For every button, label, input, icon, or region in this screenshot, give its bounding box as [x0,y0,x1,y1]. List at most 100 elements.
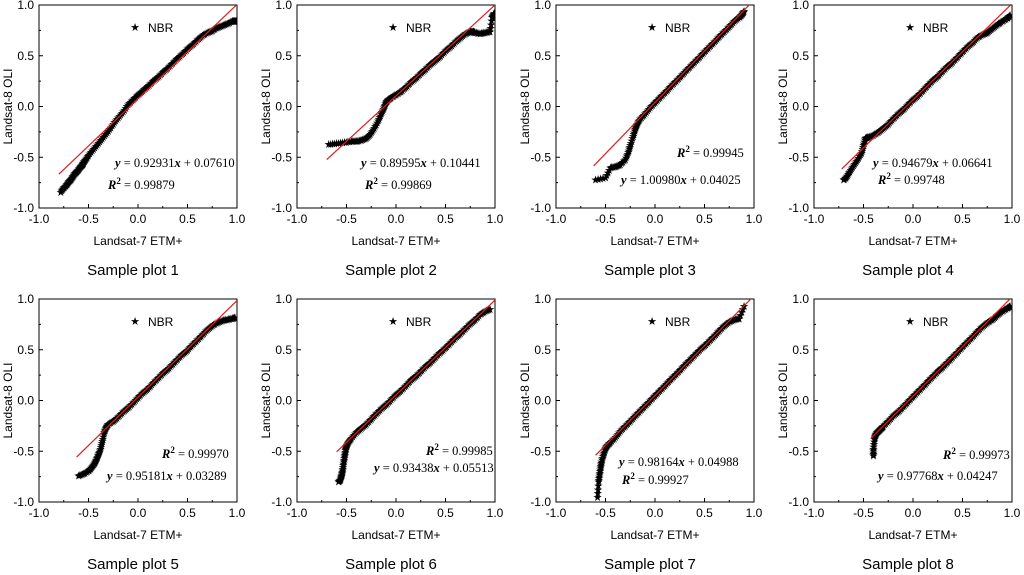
data-point: ★ [455,32,465,44]
data-point: ★ [607,436,617,448]
data-point: ★ [408,373,418,385]
data-point: ★ [987,23,997,35]
data-point: ★ [115,410,125,422]
data-point: ★ [974,32,984,44]
data-point: ★ [134,391,144,403]
data-point: ★ [412,72,422,84]
data-point: ★ [650,97,660,109]
data-point: ★ [967,38,977,50]
data-point: ★ [912,388,922,400]
data-point: ★ [640,401,650,413]
data-point: ★ [413,71,423,83]
y-tick-label: 1.0 [275,292,292,306]
data-point: ★ [402,81,412,93]
y-tick-label: -1.0 [13,495,34,509]
data-point: ★ [958,47,968,59]
data-point: ★ [356,423,366,435]
eq-x-var: x [680,173,687,187]
data-point: ★ [123,403,133,415]
y-tick-label: -0.5 [271,444,292,458]
data-point: ★ [597,456,607,468]
data-point: ★ [340,451,350,463]
data-point: ★ [79,157,89,169]
data-point: ★ [965,40,975,52]
data-point: ★ [643,398,653,410]
y-tick-label: 0.0 [17,100,34,114]
data-point: ★ [214,22,224,34]
data-point: ★ [709,37,719,49]
data-point: ★ [229,16,239,28]
data-point: ★ [475,309,485,321]
data-point: ★ [157,369,167,381]
data-point: ★ [935,69,945,81]
data-point: ★ [62,179,72,191]
data-point: ★ [622,420,632,432]
data-point: ★ [363,418,373,430]
data-point: ★ [368,413,378,425]
data-point: ★ [155,70,165,82]
data-point: ★ [924,375,934,387]
data-point: ★ [82,152,92,164]
x-axis-title: Landsat-7 ETM+ [868,528,957,542]
r2-superscript: 2 [630,471,635,481]
data-point: ★ [174,353,184,365]
data-point: ★ [870,430,880,442]
data-point: ★ [700,341,710,353]
data-point: ★ [876,423,886,435]
data-point: ★ [337,469,347,481]
data-point: ★ [96,440,106,452]
data-point: ★ [991,20,1001,32]
data-point: ★ [981,28,991,40]
data-point: ★ [143,81,153,93]
data-point: ★ [394,387,404,399]
data-point: ★ [596,174,606,186]
data-point: ★ [68,171,78,183]
data-point: ★ [170,55,180,67]
data-point: ★ [603,440,613,452]
data-point: ★ [909,93,919,105]
data-point: ★ [165,60,175,72]
data-point: ★ [124,401,134,413]
data-point: ★ [476,28,486,40]
data-point: ★ [604,165,614,177]
data-point: ★ [867,130,877,142]
data-point: ★ [940,359,950,371]
data-point: ★ [444,43,454,55]
data-point: ★ [945,354,955,366]
data-point: ★ [966,39,976,51]
data-point: ★ [152,73,162,85]
data-point: ★ [144,382,154,394]
data-point: ★ [402,379,412,391]
data-point: ★ [139,386,149,398]
data-point: ★ [226,17,236,29]
data-point: ★ [951,53,961,65]
data-point: ★ [196,331,206,343]
data-point: ★ [138,85,148,97]
legend-star-icon: ★ [388,22,398,34]
data-point: ★ [612,431,622,443]
y-tick-label: -0.5 [13,150,34,164]
data-point: ★ [112,413,122,425]
data-point: ★ [632,120,642,132]
data-point: ★ [977,29,987,41]
data-point: ★ [601,173,611,185]
data-point: ★ [641,107,651,119]
data-point: ★ [381,400,391,412]
data-point: ★ [168,58,178,70]
data-point: ★ [928,371,938,383]
data-point: ★ [337,471,347,483]
eq-y-var: y [113,156,121,170]
data-point: ★ [179,47,189,59]
data-point: ★ [334,138,344,150]
data-point: ★ [192,335,202,347]
data-point: ★ [628,413,638,425]
data-point: ★ [641,399,651,411]
data-point: ★ [71,167,81,179]
data-point: ★ [706,334,716,346]
data-point: ★ [190,337,200,349]
data-point: ★ [991,311,1001,323]
data-point: ★ [64,177,74,189]
data-point: ★ [644,104,654,116]
data-point: ★ [180,46,190,58]
data-point: ★ [339,455,349,467]
